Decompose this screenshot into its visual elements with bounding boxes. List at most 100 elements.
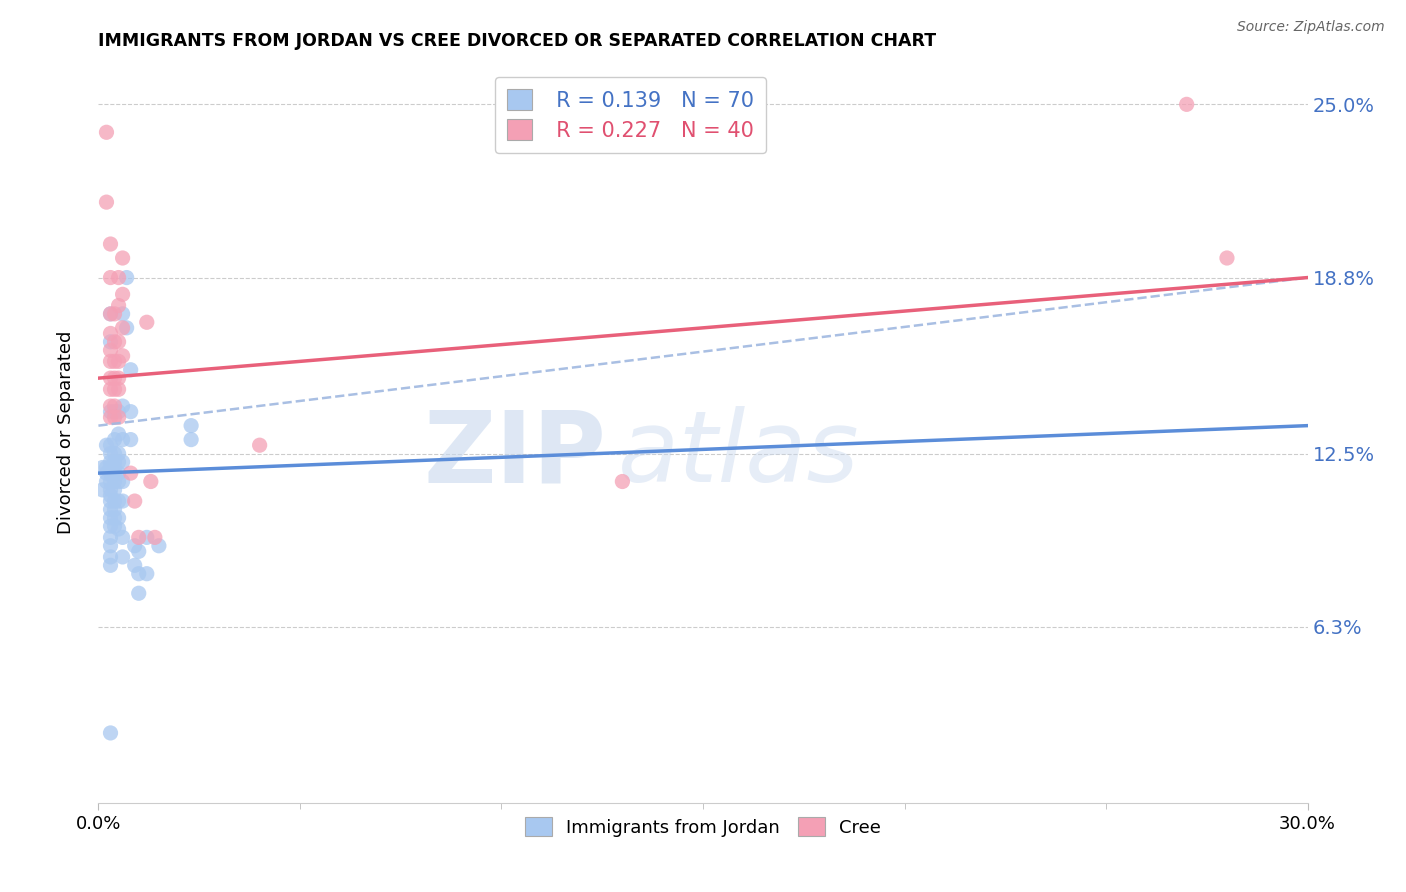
Point [96, 125, 118, 139]
Point [100, 326, 122, 341]
Point [107, 382, 129, 396]
Point [100, 475, 122, 489]
Point [100, 354, 122, 368]
Point [103, 511, 125, 525]
Point [103, 483, 125, 497]
Text: Source: ZipAtlas.com: Source: ZipAtlas.com [1237, 20, 1385, 34]
Point [111, 475, 134, 489]
Point [100, 399, 122, 413]
Point [100, 382, 122, 396]
Point [103, 455, 125, 469]
Point [128, 530, 150, 544]
Text: ZIP: ZIP [423, 407, 606, 503]
Point [180, 433, 202, 447]
Point [180, 418, 202, 433]
Point [120, 405, 142, 419]
Point [100, 405, 122, 419]
Point [107, 298, 129, 312]
Point [1216, 251, 1239, 265]
Point [111, 530, 134, 544]
Point [107, 354, 129, 368]
Point [107, 466, 129, 480]
Point [100, 519, 122, 533]
Point [100, 455, 122, 469]
Point [100, 270, 122, 285]
Point [107, 475, 129, 489]
Point [111, 455, 134, 469]
Point [103, 307, 125, 321]
Point [100, 237, 122, 252]
Point [124, 494, 146, 508]
Point [103, 446, 125, 460]
Point [100, 488, 122, 502]
Point [135, 566, 157, 581]
Point [124, 539, 146, 553]
Point [120, 363, 142, 377]
Point [103, 502, 125, 516]
Point [96, 460, 118, 475]
Point [107, 511, 129, 525]
Point [100, 371, 122, 385]
Point [107, 270, 129, 285]
Point [612, 475, 634, 489]
Point [107, 427, 129, 442]
Point [107, 522, 129, 536]
Point [100, 410, 122, 425]
Point [100, 307, 122, 321]
Point [100, 502, 122, 516]
Point [107, 494, 129, 508]
Y-axis label: Divorced or Separated: Divorced or Separated [56, 331, 75, 534]
Point [128, 544, 150, 558]
Point [100, 446, 122, 460]
Point [91, 483, 114, 497]
Point [128, 566, 150, 581]
Point [100, 466, 122, 480]
Point [115, 270, 138, 285]
Text: IMMIGRANTS FROM JORDAN VS CREE DIVORCED OR SEPARATED CORRELATION CHART: IMMIGRANTS FROM JORDAN VS CREE DIVORCED … [98, 32, 936, 50]
Point [103, 354, 125, 368]
Point [135, 315, 157, 329]
Point [111, 251, 134, 265]
Point [103, 433, 125, 447]
Point [107, 371, 129, 385]
Point [135, 530, 157, 544]
Point [103, 371, 125, 385]
Point [103, 405, 125, 419]
Point [103, 334, 125, 349]
Point [120, 433, 142, 447]
Point [100, 483, 122, 497]
Point [96, 475, 118, 489]
Point [107, 410, 129, 425]
Point [111, 433, 134, 447]
Point [103, 475, 125, 489]
Point [249, 438, 271, 452]
Point [107, 446, 129, 460]
Point [100, 334, 122, 349]
Point [100, 558, 122, 573]
Point [111, 494, 134, 508]
Point [107, 334, 129, 349]
Point [100, 460, 122, 475]
Point [111, 307, 134, 321]
Point [103, 410, 125, 425]
Point [100, 494, 122, 508]
Point [100, 438, 122, 452]
Point [103, 460, 125, 475]
Point [107, 455, 129, 469]
Point [128, 586, 150, 600]
Text: atlas: atlas [619, 407, 860, 503]
Point [107, 405, 129, 419]
Point [100, 549, 122, 564]
Point [111, 549, 134, 564]
Point [103, 466, 125, 480]
Point [124, 558, 146, 573]
Point [103, 519, 125, 533]
Point [100, 307, 122, 321]
Point [103, 399, 125, 413]
Point [1175, 97, 1198, 112]
Point [103, 382, 125, 396]
Point [120, 466, 142, 480]
Point [115, 321, 138, 335]
Point [100, 530, 122, 544]
Point [103, 494, 125, 508]
